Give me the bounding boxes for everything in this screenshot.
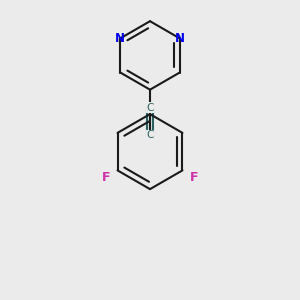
Text: F: F (101, 171, 110, 184)
Text: C: C (146, 103, 154, 112)
Text: F: F (190, 171, 199, 184)
Text: C: C (146, 130, 154, 140)
Text: N: N (115, 32, 125, 45)
Text: N: N (175, 32, 185, 45)
